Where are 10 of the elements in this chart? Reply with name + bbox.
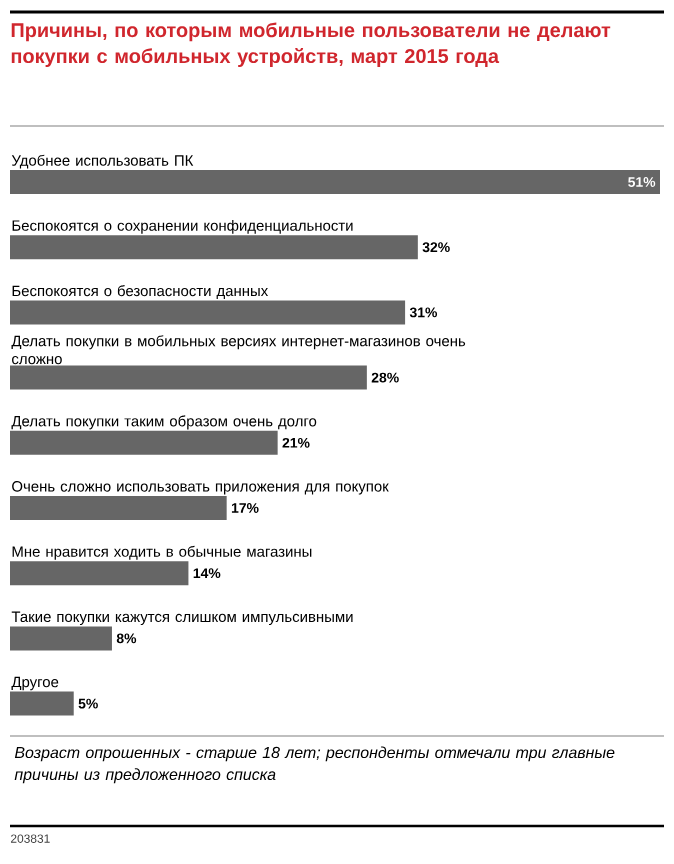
bar [10,626,112,651]
bar [10,300,406,325]
bar [10,561,189,586]
bar [10,235,418,260]
bar [10,691,74,716]
chart-title: Причины, по которым мобильные пользователи не делают покупки с мобильных устройств, март 2015 года [11,22,611,68]
bar [10,496,227,520]
bar [10,365,367,390]
bar [10,430,278,455]
bar [10,170,660,195]
